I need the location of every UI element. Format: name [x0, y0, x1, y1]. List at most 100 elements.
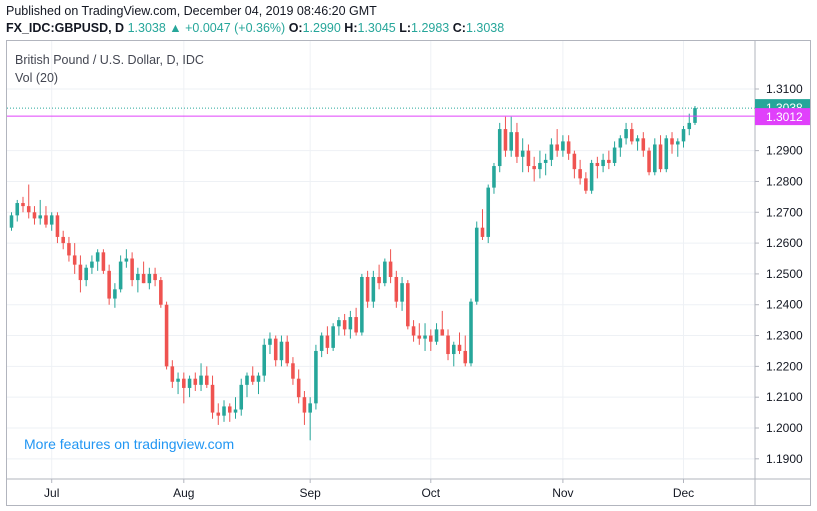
high-label: H:	[344, 21, 358, 35]
candle	[159, 276, 163, 308]
candle	[193, 372, 198, 392]
price-tick-label: 1.2200	[766, 359, 803, 373]
candle	[658, 135, 663, 173]
candle-body	[49, 215, 54, 225]
candle	[44, 206, 48, 228]
candle-body	[136, 273, 140, 281]
candle-body	[279, 341, 284, 361]
candle-body	[9, 215, 14, 228]
candle	[199, 363, 203, 392]
candle-body	[360, 276, 364, 333]
candle	[503, 116, 508, 157]
candle-body	[141, 273, 146, 284]
candle-body	[653, 144, 657, 173]
price-tick-label: 1.2600	[766, 236, 803, 250]
candle-body	[302, 397, 307, 413]
candle-body	[612, 147, 617, 163]
candle	[55, 212, 60, 244]
candle-body	[15, 203, 20, 216]
candle	[38, 199, 42, 225]
candle-body	[296, 378, 301, 398]
candle-body	[440, 329, 445, 336]
candle	[90, 255, 94, 274]
symbol-label: FX_IDC:GBPUSD, D	[6, 21, 125, 35]
candle-body	[233, 409, 238, 413]
candle	[15, 199, 20, 222]
low-label: L:	[399, 21, 412, 35]
candle	[210, 375, 215, 419]
candle	[222, 400, 226, 422]
candle-body	[250, 375, 255, 382]
candle	[532, 156, 536, 182]
candle-body	[429, 335, 433, 342]
promo-link[interactable]: More features on tradingview.com	[24, 436, 235, 452]
price-tick-label: 1.2300	[766, 329, 803, 343]
candle	[555, 129, 559, 157]
candle	[486, 184, 491, 244]
candle-body	[451, 344, 456, 355]
price-axis[interactable]: 1.3100 1.2900 1.2800 1.2700 1.2600 1.2500 1.24…	[754, 41, 810, 505]
candle	[601, 153, 605, 173]
candle	[360, 273, 364, 336]
open-label: O:	[288, 21, 303, 35]
price-tick-label: 1.2000	[766, 421, 803, 435]
candle	[49, 212, 54, 231]
candle	[538, 150, 542, 179]
candle	[67, 236, 71, 262]
candle-body	[67, 243, 71, 256]
candle	[176, 372, 180, 395]
time-tick-label: Sep	[299, 486, 321, 500]
candle-body	[124, 258, 129, 262]
candle	[61, 230, 65, 250]
candle	[72, 243, 77, 274]
candle	[342, 313, 347, 336]
candle	[526, 144, 531, 173]
candle-body	[377, 276, 381, 284]
candle	[153, 267, 157, 287]
candle	[670, 132, 674, 154]
candle	[216, 403, 221, 425]
candle-body	[607, 159, 611, 163]
candle	[164, 301, 169, 370]
candle-body	[595, 162, 600, 167]
candle-body	[497, 129, 502, 167]
candle-body	[572, 153, 577, 170]
candle	[630, 122, 634, 145]
candle-body	[394, 276, 399, 302]
candle-body	[543, 159, 548, 163]
candle-body	[227, 406, 232, 413]
candle-body	[107, 270, 111, 299]
candle	[273, 335, 278, 367]
candle	[693, 105, 697, 126]
candle-body	[371, 276, 376, 302]
candle	[354, 307, 358, 336]
candle	[446, 329, 450, 361]
candle	[549, 138, 554, 167]
candle	[394, 270, 399, 308]
candle	[480, 209, 485, 241]
candle	[429, 329, 433, 351]
candle-body	[532, 166, 536, 170]
candle-body	[153, 273, 157, 281]
candle-body	[159, 280, 163, 305]
candle-body	[693, 108, 697, 123]
candle	[635, 135, 640, 151]
candle-body	[26, 206, 31, 213]
candle-body	[193, 378, 198, 385]
candle-body	[113, 289, 117, 299]
last-price: 1.3038	[127, 21, 166, 35]
candle	[371, 270, 376, 308]
candle	[572, 150, 577, 179]
candle	[457, 332, 462, 355]
candle-body	[503, 129, 508, 151]
candle-body	[647, 150, 651, 173]
candle-body	[21, 203, 25, 207]
time-axis[interactable]: Jul Aug Sep Oct Nov Dec	[7, 478, 810, 500]
candle-body	[681, 129, 686, 142]
candle	[331, 323, 335, 351]
candle	[607, 150, 611, 170]
price-tick-label: 1.2100	[766, 390, 803, 404]
candle-body	[130, 258, 134, 281]
candle	[653, 138, 657, 176]
